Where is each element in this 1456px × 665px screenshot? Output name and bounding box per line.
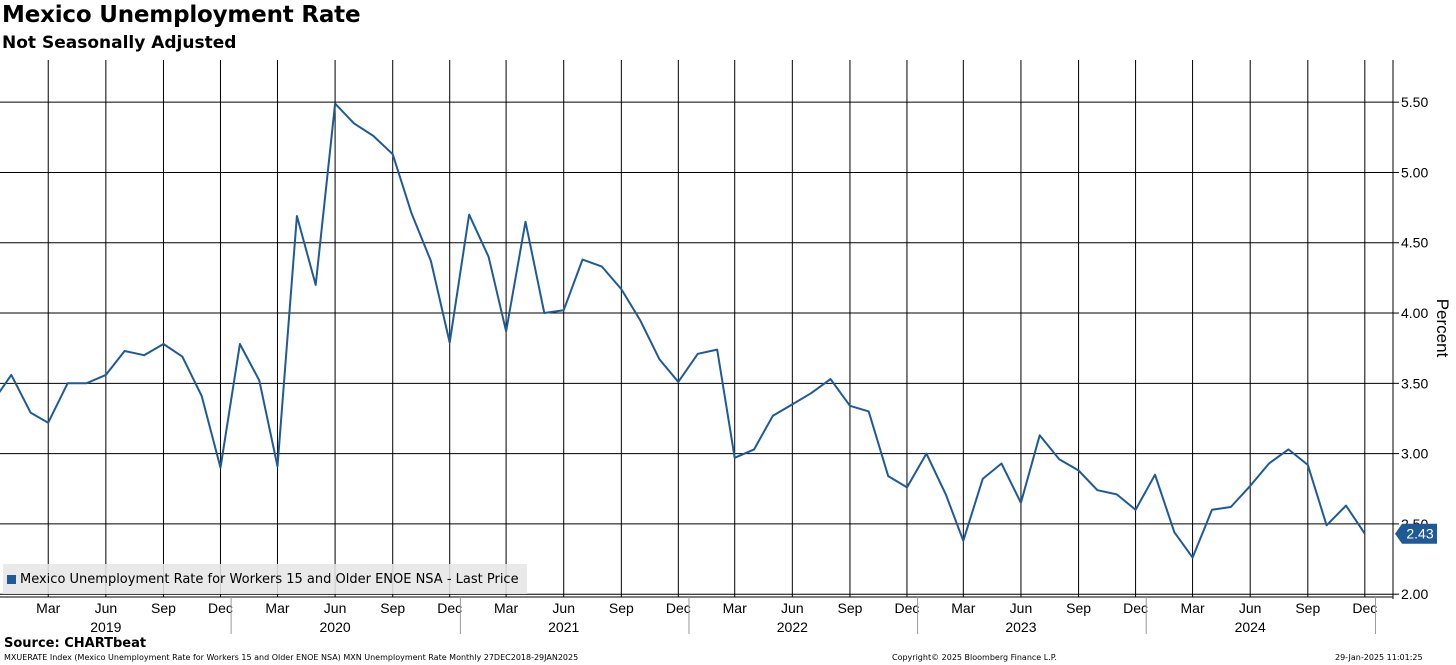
y-tick-label: 2.00: [1401, 586, 1428, 602]
x-tick-label: Dec: [895, 600, 920, 616]
legend-label: Mexico Unemployment Rate for Workers 15 …: [20, 571, 519, 587]
x-tick-label: Sep: [380, 600, 405, 616]
x-tick-label: Jun: [1239, 600, 1262, 616]
y-tick-label: 5.50: [1401, 94, 1428, 110]
y-tick-label: 4.50: [1401, 235, 1428, 251]
x-year-label: 2021: [548, 619, 579, 635]
x-tick-label: Sep: [837, 600, 862, 616]
x-tick-label: Jun: [324, 600, 347, 616]
x-tick-label: Mar: [723, 600, 747, 616]
source-note: Source: CHARTbeat: [4, 636, 147, 651]
chart-title: Mexico Unemployment Rate: [2, 2, 361, 28]
legend-swatch: [7, 574, 16, 584]
y-tick-label: 4.00: [1401, 305, 1428, 321]
x-tick-label: Mar: [36, 600, 60, 616]
y-tick-label: 3.00: [1401, 446, 1428, 462]
series-description: MXUERATE Index (Mexico Unemployment Rate…: [4, 653, 579, 662]
x-year-label: 2019: [90, 619, 121, 635]
chart-subtitle: Not Seasonally Adjusted: [2, 33, 237, 53]
x-tick-label: Jun: [95, 600, 118, 616]
y-axis-label: Percent: [1433, 299, 1452, 358]
copyright-note: Copyright© 2025 Bloomberg Finance L.P.: [892, 653, 1057, 662]
x-tick-label: Mar: [951, 600, 975, 616]
series-line: [0, 102, 1366, 559]
plot-area: [0, 60, 1393, 597]
x-tick-label: Sep: [1295, 600, 1320, 616]
x-tick-label: Mar: [265, 600, 289, 616]
x-tick-label: Jun: [781, 600, 804, 616]
x-tick-label: Dec: [1352, 600, 1377, 616]
x-year-label: 2023: [1005, 619, 1036, 635]
last-value-badge: [1395, 523, 1437, 544]
x-tick-label: Sep: [1066, 600, 1091, 616]
x-tick-label: Sep: [151, 600, 176, 616]
y-tick-label: 3.50: [1401, 375, 1428, 391]
x-tick-label: Sep: [609, 600, 634, 616]
timestamp: 29-Jan-2025 11:01:25: [1335, 653, 1423, 662]
x-tick-label: Dec: [208, 600, 233, 616]
legend: Mexico Unemployment Rate for Workers 15 …: [3, 564, 527, 594]
x-year-label: 2020: [320, 619, 351, 635]
x-tick-label: Mar: [494, 600, 518, 616]
x-tick-label: Jun: [1010, 600, 1033, 616]
last-value-label: 2.43: [1406, 526, 1433, 542]
x-year-label: 2022: [777, 619, 808, 635]
x-tick-label: Dec: [437, 600, 462, 616]
x-tick-label: Jun: [552, 600, 575, 616]
x-year-label: 2024: [1235, 619, 1266, 635]
y-tick-label: 5.00: [1401, 164, 1428, 180]
x-tick-label: Mar: [1181, 600, 1205, 616]
x-tick-label: Dec: [666, 600, 691, 616]
x-tick-label: Dec: [1123, 600, 1148, 616]
